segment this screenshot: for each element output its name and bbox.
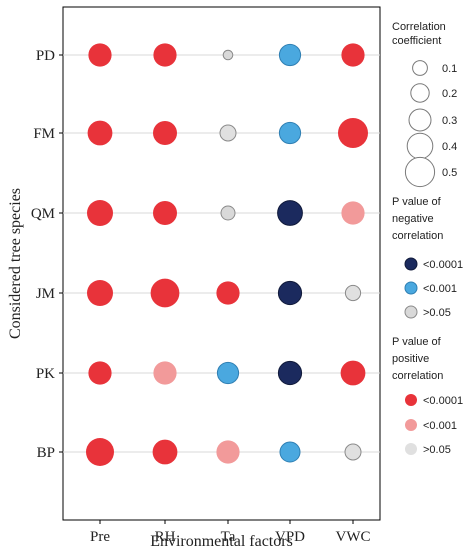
bubble-BP-RH xyxy=(152,439,178,465)
y-tick-label-JM: JM xyxy=(36,286,55,302)
bubble-JM-RH xyxy=(150,278,180,308)
legend-size-circle-0.3 xyxy=(408,108,432,132)
y-tick-label-FM: FM xyxy=(33,126,55,142)
bubble-JM-Pre xyxy=(87,280,113,306)
y-tick-label-PD: PD xyxy=(36,48,55,64)
legend-pos-title-line-1: positive xyxy=(392,353,429,365)
bubble-QM-RH xyxy=(153,201,177,225)
bubble-PD-Pre xyxy=(88,43,112,67)
bubble-BP-VPD xyxy=(279,441,301,463)
bubble-PK-VPD xyxy=(277,360,303,386)
bubble-PD-RH xyxy=(153,43,177,67)
legend-neg-label-1: <0.001 xyxy=(423,283,457,295)
bubble-JM-VWC xyxy=(344,284,362,302)
bubble-FM-RH xyxy=(153,121,177,145)
legend-pos-label-0: <0.0001 xyxy=(423,395,463,407)
bubble-PD-Ta xyxy=(222,49,234,61)
x-tick-label-Ta: Ta xyxy=(221,529,236,545)
legend-pos-title-line-0: P value of xyxy=(392,336,442,348)
plot-frame xyxy=(62,6,381,521)
y-tick-label-PK: PK xyxy=(36,366,55,382)
x-tick-label-Pre: Pre xyxy=(90,529,110,545)
bubble-PK-Pre xyxy=(88,361,112,385)
legend-pos-label-2: >0.05 xyxy=(423,444,451,456)
legend-neg-swatch-2 xyxy=(404,305,418,319)
legend-pos-swatch-1 xyxy=(405,419,417,431)
y-tick-label-BP: BP xyxy=(37,445,55,461)
legend-size-circle-0.5 xyxy=(404,156,436,188)
bubble-JM-VPD xyxy=(277,280,303,306)
y-axis-title: Considered tree species xyxy=(7,188,24,339)
legend-neg-title-line-1: negative xyxy=(392,213,434,225)
bubble-PK-RH xyxy=(153,361,177,385)
bubble-QM-Pre xyxy=(87,200,113,226)
bubble-PD-VPD xyxy=(278,43,302,67)
legend-size-title-line-1: coefficient xyxy=(392,35,441,47)
legend-pos-title-line-2: correlation xyxy=(392,370,443,382)
legend-neg-title-line-0: P value of xyxy=(392,196,442,208)
bubble-JM-Ta xyxy=(216,281,240,305)
bubble-BP-VWC xyxy=(344,443,362,461)
legend-size-label-0.3: 0.3 xyxy=(442,115,457,127)
legend-neg-swatch-1 xyxy=(404,281,418,295)
bubble-FM-VPD xyxy=(278,121,302,145)
legend-size-label-0.5: 0.5 xyxy=(442,167,457,179)
legend-neg-title-line-2: correlation xyxy=(392,230,443,242)
bubble-PK-Ta xyxy=(216,361,240,385)
bubble-PK-VWC xyxy=(340,360,366,386)
legend-pos-label-1: <0.001 xyxy=(423,420,457,432)
x-tick-label-RH: RH xyxy=(155,529,176,545)
bubble-PD-VWC xyxy=(341,43,365,67)
legend-size-label-0.2: 0.2 xyxy=(442,88,457,100)
bubble-BP-Ta xyxy=(216,440,240,464)
legend-neg-label-2: >0.05 xyxy=(423,307,451,319)
legend-pos-swatch-2 xyxy=(405,443,417,455)
bubble-BP-Pre xyxy=(86,438,114,466)
legend-neg-swatch-0 xyxy=(404,257,418,271)
x-tick-label-VPD: VPD xyxy=(275,529,305,545)
bubble-FM-Ta xyxy=(219,124,237,142)
bubble-QM-VPD xyxy=(277,200,303,226)
bubble-FM-Pre xyxy=(87,120,113,146)
legend-size-title-line-0: Correlation xyxy=(392,21,446,33)
legend-neg-label-0: <0.0001 xyxy=(423,259,463,271)
legend-size-circle-0.2 xyxy=(410,83,430,103)
legend-pos-swatch-0 xyxy=(405,394,417,406)
y-tick-label-QM: QM xyxy=(31,206,55,222)
bubble-FM-VWC xyxy=(338,118,368,148)
legend-size-circle-0.4 xyxy=(406,132,434,160)
x-tick-label-VWC: VWC xyxy=(336,529,371,545)
x-axis-title: Environmental factors xyxy=(150,533,293,550)
bubble-QM-VWC xyxy=(341,201,365,225)
legend-size-label-0.1: 0.1 xyxy=(442,63,457,75)
bubble-QM-Ta xyxy=(220,205,236,221)
legend-size-circle-0.1 xyxy=(412,60,428,76)
legend-size-label-0.4: 0.4 xyxy=(442,141,457,153)
